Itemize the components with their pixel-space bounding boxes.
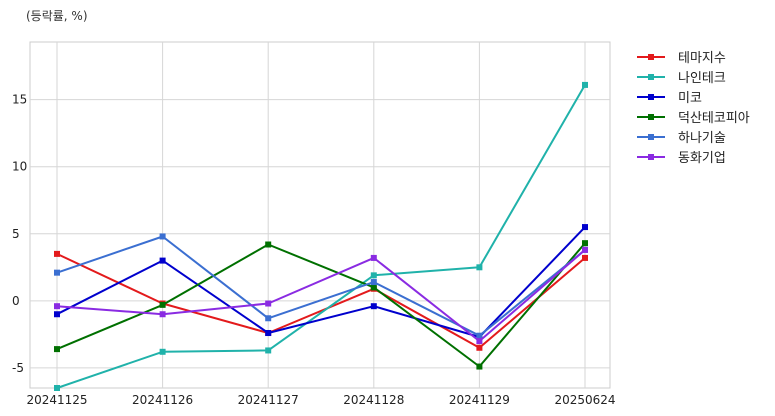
data-point: [265, 315, 272, 322]
data-point: [159, 348, 166, 355]
data-point: [159, 233, 166, 240]
data-point: [476, 363, 483, 370]
legend-item: 덕산테코피아: [637, 111, 750, 126]
data-point: [476, 344, 483, 351]
legend-label: 동화기업: [678, 151, 726, 166]
series-line: [56, 249, 586, 343]
data-point: [370, 272, 377, 279]
legend-marker: [648, 54, 654, 60]
grid: [30, 42, 610, 388]
x-tick-label: 20241127: [238, 393, 299, 407]
series-layer: [54, 81, 588, 391]
legend-marker: [648, 154, 654, 160]
data-point: [370, 284, 377, 291]
legend-label: 하나기술: [678, 131, 726, 146]
y-tick-label: 0: [12, 294, 20, 308]
plot-area: [29, 41, 611, 389]
data-point: [370, 254, 377, 261]
data-point: [582, 254, 588, 261]
legend-label: 나인테크: [678, 71, 726, 86]
x-tick-label: 20241128: [343, 393, 404, 407]
series-1: [54, 81, 588, 391]
unit-label: (등락률, %): [26, 9, 88, 23]
legend-marker: [648, 74, 654, 80]
data-point: [159, 301, 166, 308]
x-tick-label: 20241126: [132, 393, 193, 407]
data-point: [370, 279, 377, 286]
data-point: [265, 330, 272, 337]
series-line: [56, 226, 586, 338]
legend-item: 하나기술: [637, 131, 726, 146]
series-line: [56, 84, 586, 389]
data-point: [159, 311, 166, 318]
series-line: [56, 252, 586, 349]
data-point: [476, 264, 483, 271]
x-axis: 20241125 20241126 20241127 20241128 20241129…: [26, 393, 615, 407]
y-tick-label: 15: [12, 93, 27, 107]
data-point: [159, 257, 166, 264]
data-point: [582, 240, 588, 247]
x-tick-label: 20250624: [554, 393, 615, 407]
data-point: [370, 303, 377, 310]
legend-item: 미코: [637, 91, 702, 106]
legend-label: 미코: [678, 91, 702, 106]
legend-label: 테마지수: [678, 51, 726, 66]
y-tick-label: 10: [12, 160, 27, 174]
data-point: [54, 346, 60, 353]
data-point: [54, 303, 60, 310]
x-tick-label: 20241129: [449, 393, 510, 407]
data-point: [54, 311, 60, 318]
data-point: [265, 241, 272, 248]
data-point: [54, 269, 60, 276]
y-tick-label: -5: [12, 361, 24, 375]
data-point: [476, 332, 483, 339]
series-5: [54, 246, 588, 345]
data-point: [54, 250, 60, 257]
data-point: [582, 246, 588, 253]
legend-label: 덕산테코피아: [678, 111, 750, 126]
legend-item: 동화기업: [637, 151, 726, 166]
legend-item: 나인테크: [637, 71, 726, 86]
data-point: [54, 385, 60, 391]
data-point: [265, 300, 272, 307]
data-point: [265, 347, 272, 354]
data-point: [582, 81, 588, 88]
series-line: [56, 235, 586, 337]
x-tick-label: 20241125: [26, 393, 87, 407]
y-tick-label: 5: [12, 227, 20, 241]
legend-item: 테마지수: [637, 51, 726, 66]
legend-marker: [648, 114, 654, 120]
data-point: [476, 338, 483, 345]
y-axis: -5 0 5 10 15: [12, 93, 27, 375]
legend-marker: [648, 94, 654, 100]
data-point: [582, 224, 588, 231]
legend-marker: [648, 134, 654, 140]
